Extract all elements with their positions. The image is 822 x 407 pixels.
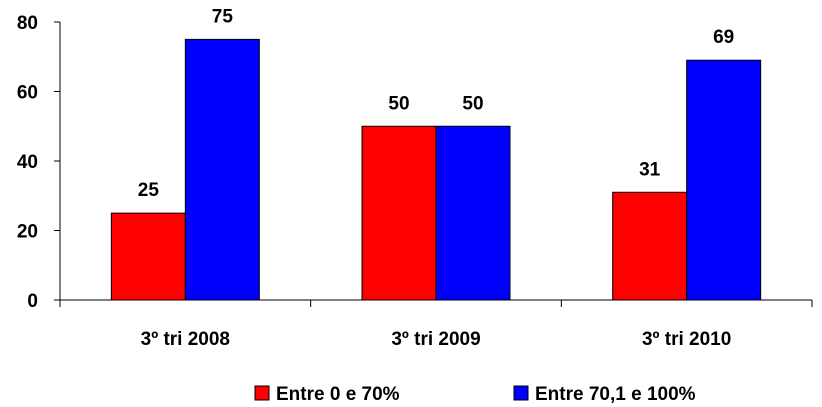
legend-label: Entre 70,1 e 100% bbox=[535, 384, 696, 405]
data-labels: 25 75 50 50 31 69 bbox=[138, 6, 734, 201]
y-tick-label: 60 bbox=[17, 83, 38, 104]
bar bbox=[612, 191, 688, 301]
y-axis: 0 20 40 60 80 bbox=[17, 13, 61, 312]
x-category-label: 3º tri 2010 bbox=[642, 329, 731, 350]
legend-swatch bbox=[513, 385, 529, 401]
data-label: 31 bbox=[639, 159, 661, 180]
y-tick-label: 80 bbox=[17, 13, 38, 34]
y-tick-label: 20 bbox=[17, 222, 38, 243]
bar bbox=[110, 212, 186, 301]
x-category-label: 3º tri 2008 bbox=[141, 329, 230, 350]
legend-swatch bbox=[254, 385, 270, 401]
bar bbox=[184, 38, 260, 301]
data-label: 25 bbox=[138, 180, 160, 201]
x-axis: 3º tri 2008 3º tri 2009 3º tri 2010 bbox=[59, 299, 813, 350]
y-tick-label: 40 bbox=[17, 152, 38, 173]
x-category-label: 3º tri 2009 bbox=[391, 329, 480, 350]
y-tick-label: 0 bbox=[27, 291, 38, 312]
bars bbox=[110, 38, 762, 301]
data-label: 75 bbox=[212, 6, 234, 27]
bar bbox=[686, 59, 762, 301]
bar bbox=[435, 125, 511, 301]
data-label: 50 bbox=[388, 93, 409, 114]
bar bbox=[361, 125, 437, 301]
legend: Entre 0 e 70% Entre 70,1 e 100% bbox=[254, 384, 696, 405]
data-label: 69 bbox=[713, 27, 734, 48]
legend-label: Entre 0 e 70% bbox=[276, 384, 400, 405]
data-label: 50 bbox=[462, 93, 483, 114]
